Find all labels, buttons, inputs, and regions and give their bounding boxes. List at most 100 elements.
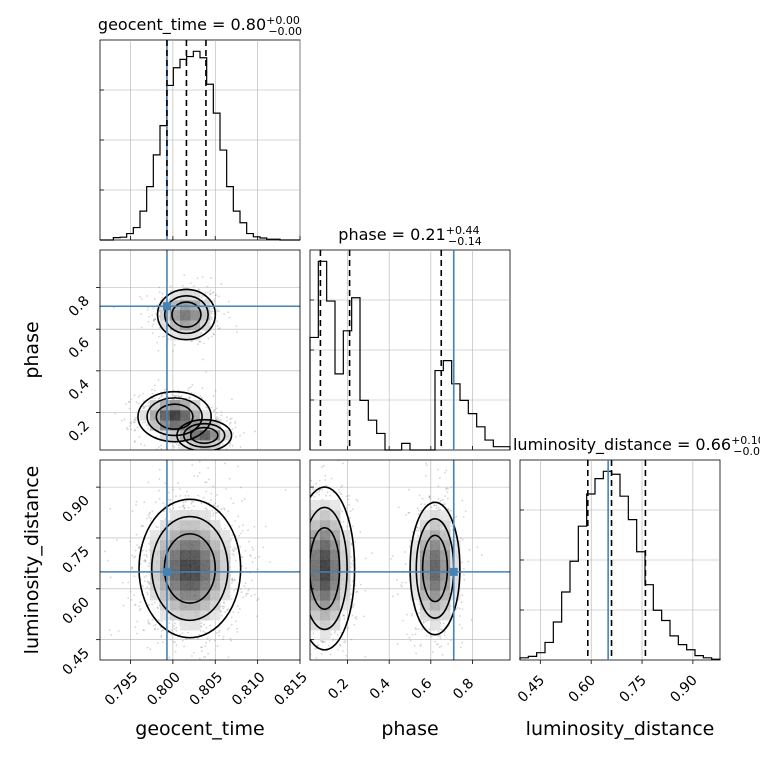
sample-point	[294, 593, 296, 595]
sample-point	[207, 291, 209, 294]
sample-point	[146, 646, 149, 649]
sample-point	[200, 332, 203, 334]
sample-point	[340, 669, 342, 671]
contour-line	[171, 301, 202, 328]
sample-point	[231, 579, 233, 581]
sample-point	[308, 601, 310, 603]
sample-point	[351, 525, 354, 528]
sample-point	[340, 631, 342, 634]
density-cell	[190, 590, 201, 601]
density-cell	[450, 580, 461, 591]
sample-point	[460, 537, 462, 540]
sample-point	[441, 628, 444, 631]
sample-point	[151, 314, 154, 316]
contour-line	[176, 418, 233, 450]
sample-point	[200, 646, 203, 649]
sample-point	[199, 630, 202, 632]
sample-point	[212, 333, 215, 336]
sample-point	[302, 594, 304, 596]
sample-point	[204, 645, 207, 647]
density-cell	[420, 530, 431, 541]
sample-point	[302, 572, 304, 574]
sample-point	[197, 343, 199, 346]
density-cell	[330, 580, 341, 591]
density-cell	[150, 590, 161, 601]
sample-point	[416, 526, 419, 529]
sample-point	[344, 639, 347, 641]
contour-line	[189, 426, 219, 445]
sample-point	[178, 395, 181, 398]
sample-point	[190, 340, 193, 342]
sample-point	[238, 534, 241, 537]
density-cell	[170, 560, 181, 571]
title-phase: phase = 0.21+0.44 −0.14	[338, 224, 481, 248]
density-cell	[420, 560, 431, 571]
y-tick-label: 0.75	[59, 543, 92, 576]
sample-point	[306, 584, 308, 586]
sample-point	[371, 552, 374, 555]
sample-point	[338, 489, 340, 491]
sample-point	[204, 291, 207, 294]
sample-point	[200, 333, 202, 335]
density-cell	[430, 540, 441, 551]
sample-point	[227, 300, 230, 303]
density-cell	[310, 500, 321, 511]
sample-point	[236, 605, 239, 608]
sample-point	[281, 602, 283, 604]
sample-point	[291, 598, 293, 600]
sample-point	[320, 640, 323, 642]
sample-point	[341, 510, 343, 513]
density-cell	[220, 570, 231, 581]
sample-point	[230, 598, 233, 600]
y-tick-label: 0.4	[66, 376, 93, 403]
sample-point	[135, 500, 138, 503]
sample-point	[351, 559, 354, 562]
density-cell	[330, 530, 341, 541]
sample-point	[204, 454, 206, 456]
sample-point	[445, 663, 447, 665]
sample-point	[142, 629, 145, 631]
sample-point	[220, 508, 223, 511]
density-cell	[180, 540, 191, 551]
sample-point	[391, 595, 394, 598]
sample-point	[144, 559, 147, 562]
x-tick-label: 0.8	[450, 676, 477, 703]
sample-point	[435, 507, 438, 509]
sample-point	[147, 581, 150, 583]
sample-point	[172, 507, 175, 509]
sample-point	[241, 530, 244, 532]
sample-point	[220, 610, 222, 613]
sample-point	[152, 320, 155, 322]
density-cell	[200, 560, 211, 571]
sample-point	[217, 505, 220, 508]
sample-point	[216, 308, 219, 311]
sample-point	[269, 561, 271, 563]
sample-point	[252, 548, 255, 551]
sample-point	[245, 567, 248, 569]
sample-point	[231, 577, 234, 580]
sample-point	[390, 558, 392, 560]
sample-point	[235, 331, 238, 334]
sample-point	[342, 650, 344, 652]
density-cell	[190, 540, 201, 551]
sample-point	[143, 501, 146, 504]
sample-point	[340, 493, 343, 496]
sample-point	[463, 567, 465, 570]
density-cell	[180, 590, 191, 601]
sample-point	[146, 591, 149, 594]
density-cell	[190, 610, 201, 621]
sample-point	[128, 407, 131, 410]
sample-point	[193, 475, 196, 477]
sample-point	[308, 578, 310, 580]
sample-point	[304, 537, 306, 539]
sample-point	[212, 504, 215, 507]
sample-point	[201, 455, 203, 457]
sample-point	[301, 542, 303, 544]
density-cell	[320, 520, 331, 531]
density-cell	[440, 510, 451, 521]
sample-point	[179, 396, 182, 398]
sample-point	[152, 454, 154, 456]
sample-point	[334, 630, 337, 633]
sample-point	[439, 634, 441, 637]
sample-point	[187, 494, 190, 497]
